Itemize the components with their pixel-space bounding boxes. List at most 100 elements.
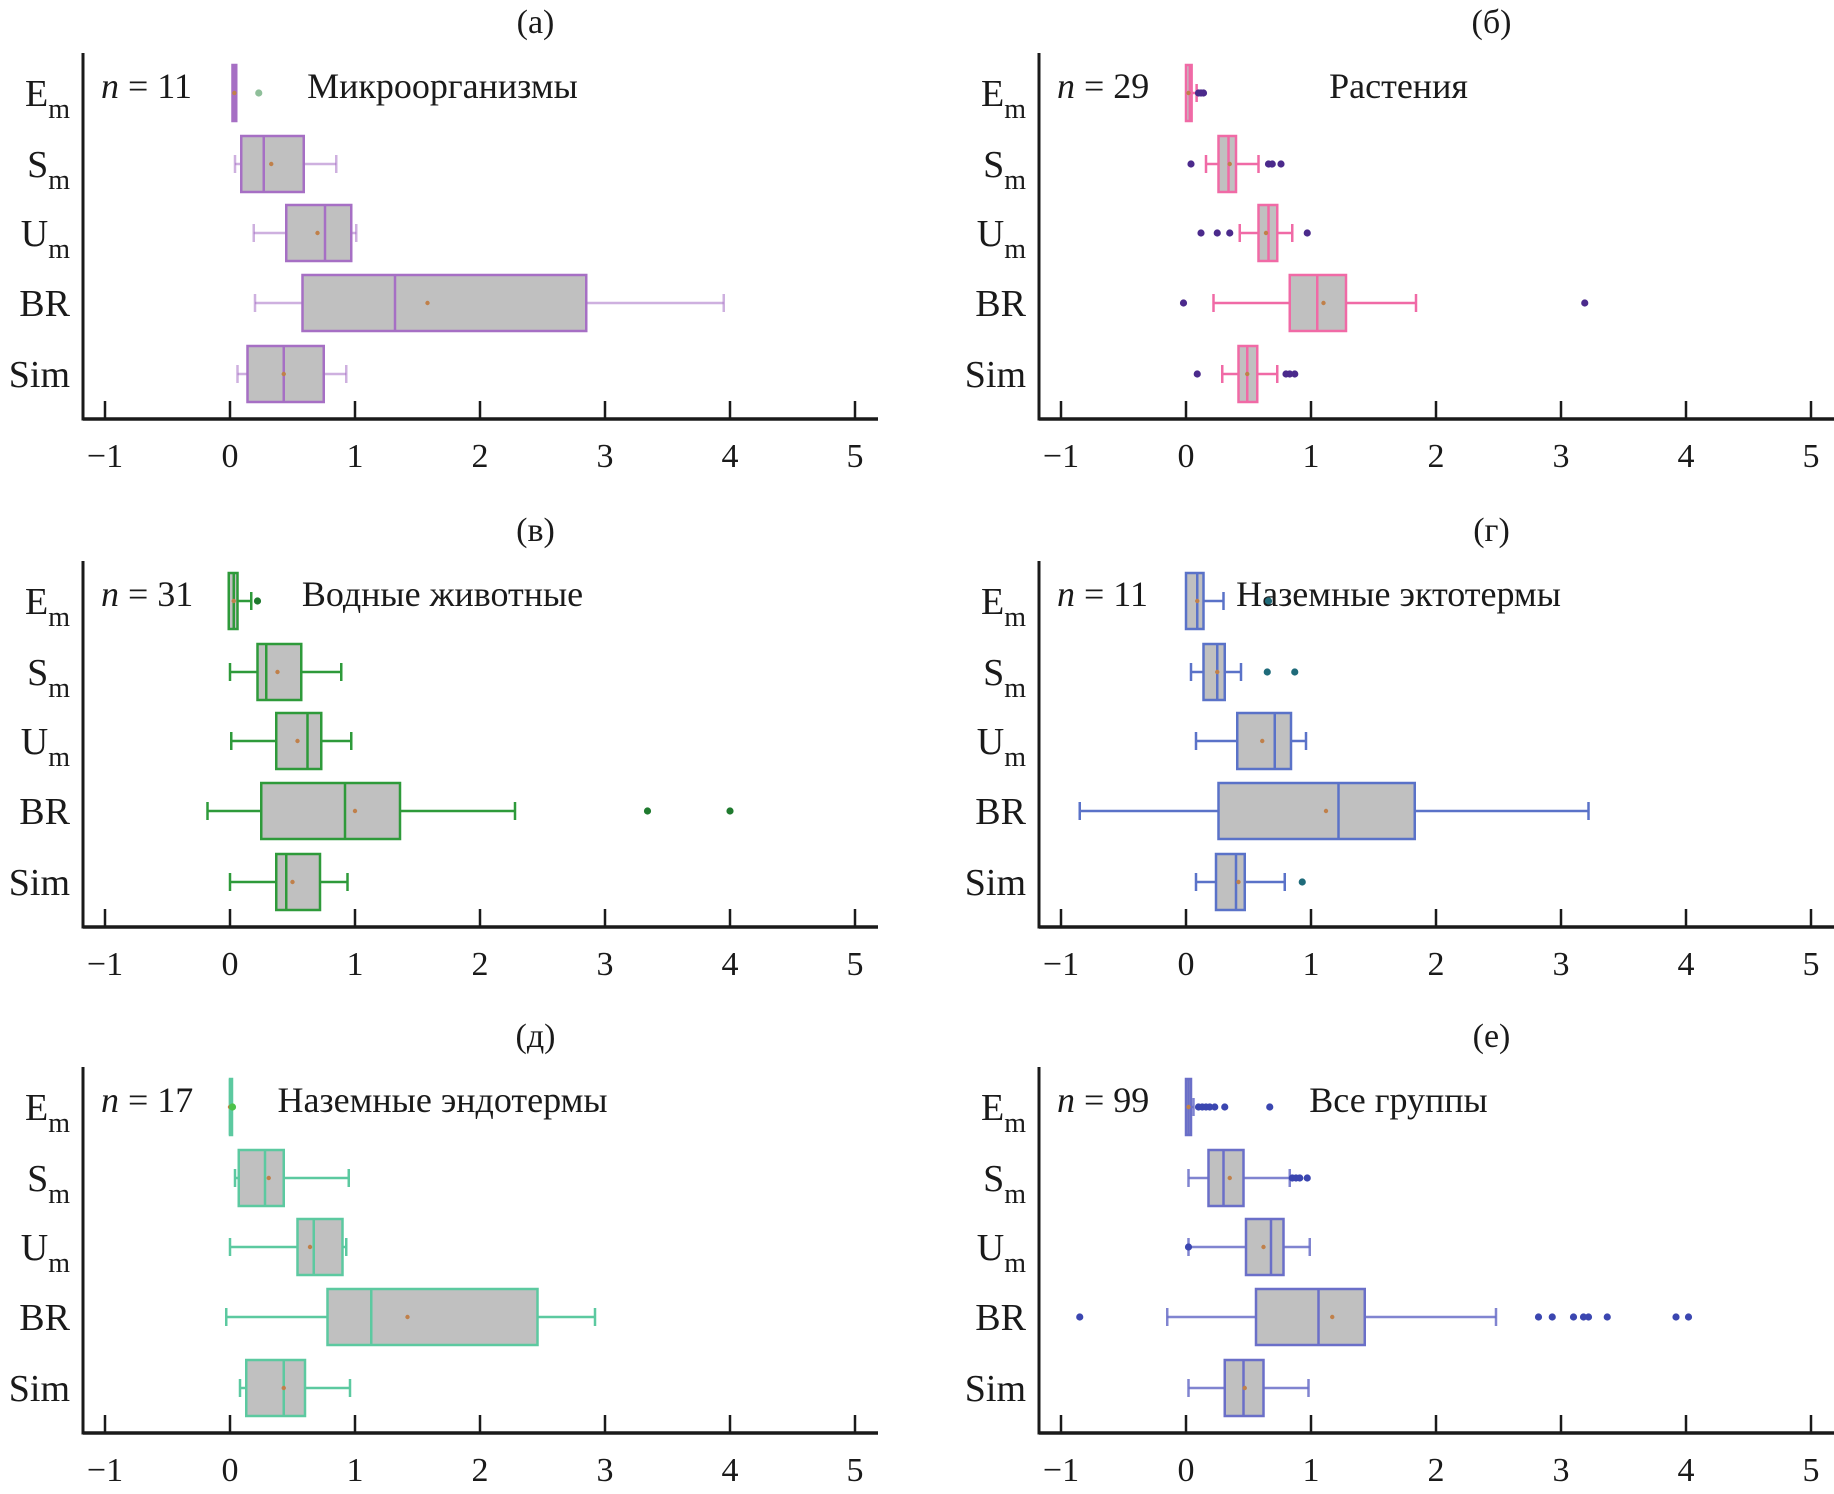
n-value: = 29 [1075, 66, 1149, 106]
box-u [1184, 1217, 1311, 1277]
box-br [225, 1287, 597, 1347]
x-tick-label: −1 [87, 1452, 123, 1489]
mean-marker [425, 300, 430, 306]
category-label: Em [25, 1087, 70, 1139]
outlier-point [1211, 1103, 1219, 1111]
category-label: Um [21, 721, 70, 773]
category-subscript: m [48, 1108, 70, 1139]
n-symbol: n [1057, 66, 1075, 106]
outlier-point [1298, 878, 1306, 886]
category-main: U [21, 1227, 48, 1269]
category-label: Sim [9, 1368, 70, 1410]
mean-marker [231, 598, 236, 604]
box-iqr [1254, 1287, 1366, 1347]
outlier-point [1184, 1243, 1193, 1251]
category-label: Em [981, 73, 1026, 125]
box-e [1184, 1077, 1274, 1137]
outlier-point [1584, 1313, 1593, 1321]
box-u [230, 711, 353, 771]
n-symbol: n [1057, 1080, 1075, 1120]
x-tick-label: 2 [472, 946, 489, 983]
outlier-point [1179, 299, 1188, 307]
category-main: S [27, 1158, 48, 1200]
x-tick-label: 5 [1803, 438, 1820, 475]
mean-marker [352, 808, 358, 814]
box-u [1194, 711, 1308, 771]
category-subscript: m [48, 165, 70, 196]
box-sim [228, 852, 349, 912]
box-br [253, 273, 725, 333]
category-label: Sm [983, 652, 1026, 704]
panel-title: Микроорганизмы [307, 66, 578, 106]
x-tick-label: 1 [347, 438, 364, 475]
outlier-point [1226, 229, 1234, 237]
category-label: BR [975, 283, 1026, 325]
panel-label: (а) [517, 4, 555, 41]
panel-title: Наземные эндотермы [277, 1080, 607, 1120]
category-main: S [27, 144, 48, 186]
outlier-point [1291, 370, 1299, 378]
category-main: U [977, 1227, 1004, 1269]
box-sim [236, 344, 348, 404]
mean-marker [232, 90, 237, 96]
panel-title: Все группы [1309, 1080, 1487, 1120]
outlier-point [1263, 668, 1271, 676]
n-value: = 17 [119, 1080, 193, 1120]
panel-title: Растения [1329, 66, 1468, 106]
outlier-point [1579, 1313, 1588, 1321]
outlier-point [1303, 229, 1311, 237]
x-tick-label: 5 [1803, 946, 1820, 983]
box-u [252, 203, 358, 263]
outlier-point [1199, 89, 1208, 97]
category-subscript: m [48, 742, 70, 773]
box-e [231, 63, 263, 123]
category-subscript: m [48, 234, 70, 265]
mean-marker [1195, 598, 1200, 604]
panel-title: Наземные эктотермы [1236, 574, 1561, 614]
box-iqr [301, 273, 588, 333]
n-symbol: n [101, 1080, 119, 1120]
outlier-point [1187, 160, 1195, 168]
panel-title: Водные животные [302, 574, 583, 614]
box-sim [1194, 852, 1306, 912]
x-tick-label: 4 [1678, 1452, 1695, 1489]
box-s [228, 642, 343, 702]
outlier-point [1603, 1313, 1611, 1321]
box-e [1184, 571, 1273, 631]
outlier-point [1197, 229, 1205, 237]
category-subscript: m [1004, 1248, 1026, 1279]
outlier-point [1268, 160, 1276, 168]
x-tick-label: 4 [722, 438, 739, 475]
category-label: Sim [965, 862, 1026, 904]
category-main: U [977, 721, 1004, 763]
outlier-point [1684, 1313, 1693, 1321]
category-label: Um [977, 1227, 1026, 1279]
box-s [1189, 642, 1299, 702]
outlier-point [1213, 229, 1221, 237]
x-tick-label: 2 [1428, 946, 1445, 983]
box-e [1184, 63, 1208, 123]
n-symbol: n [101, 574, 119, 614]
x-tick-label: 5 [847, 438, 864, 475]
box-sim [1187, 1358, 1310, 1418]
mean-marker [1261, 1244, 1266, 1250]
outlier-point [1303, 1174, 1311, 1182]
box-s [1187, 134, 1285, 194]
category-main: U [21, 213, 48, 255]
sample-size-label: n = 11 [101, 66, 192, 106]
n-symbol: n [1057, 574, 1075, 614]
mean-marker [281, 1385, 286, 1391]
category-label: BR [19, 791, 70, 833]
box-iqr [326, 1287, 539, 1347]
category-label: Sim [9, 862, 70, 904]
category-label: Sm [983, 1158, 1026, 1210]
x-tick-label: −1 [1043, 946, 1079, 983]
panel-label: (е) [1473, 1018, 1511, 1055]
mean-marker [1215, 669, 1220, 675]
box-s [1187, 1148, 1311, 1208]
box-iqr [1217, 781, 1416, 841]
x-tick-label: 3 [1553, 946, 1570, 983]
